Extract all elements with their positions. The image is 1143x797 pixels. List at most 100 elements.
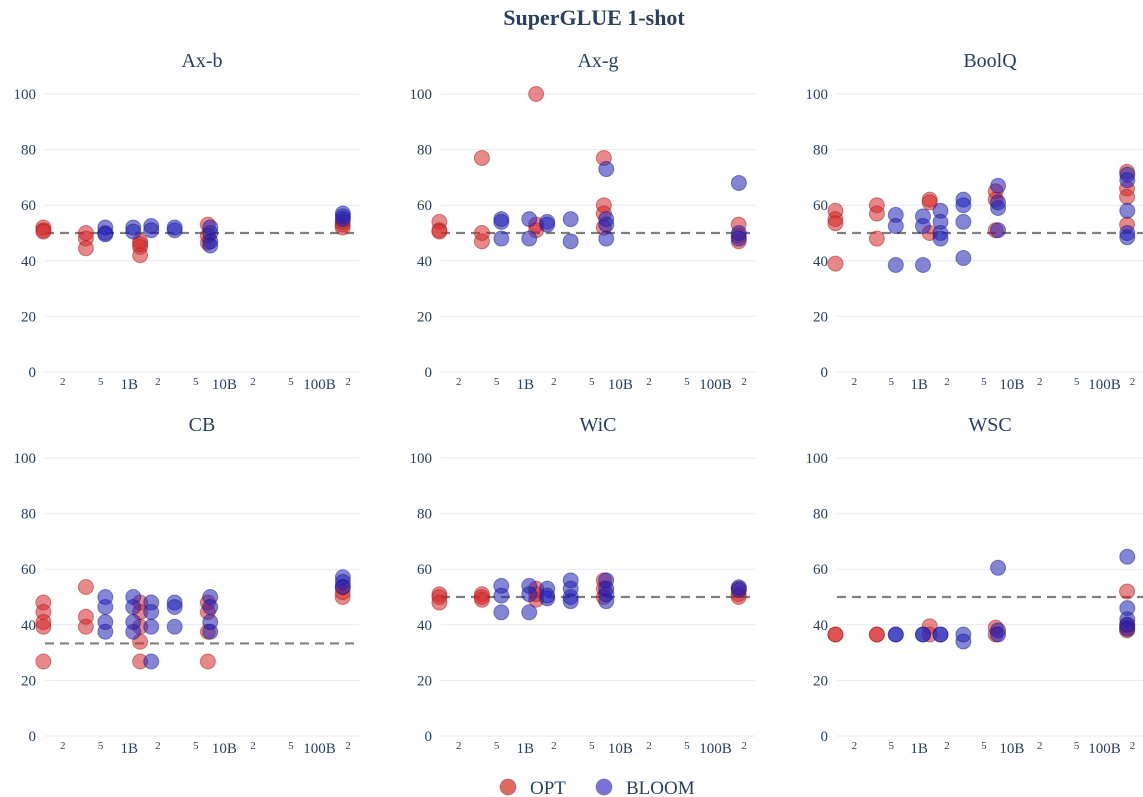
x-tick-label: 5	[98, 376, 104, 388]
bloom-point	[887, 626, 904, 643]
bloom-point	[493, 213, 510, 230]
y-tick-label: 0	[29, 365, 37, 381]
x-tick-label: 5	[684, 740, 690, 752]
opt-point	[827, 255, 844, 272]
x-tick-label: 5	[494, 740, 500, 752]
bloom-point	[539, 216, 556, 233]
bloom-point	[562, 580, 579, 597]
bloom-point	[990, 559, 1007, 576]
y-tick-label: 40	[813, 618, 828, 634]
x-tick-label: 2	[456, 376, 462, 388]
opt-point	[1119, 583, 1136, 600]
x-tick-label: 2	[1037, 376, 1043, 388]
figure-title: SuperGLUE 1-shot	[503, 5, 685, 30]
x-tick-label: 100B	[1088, 741, 1121, 757]
bloom-point	[125, 599, 142, 616]
bloom-point	[562, 211, 579, 228]
x-tick-label: 2	[646, 376, 652, 388]
opt-point	[473, 225, 490, 241]
bloom-point	[334, 211, 351, 228]
x-tick-label: 5	[888, 740, 894, 752]
subplot-wic: WiC 0 20 40 60 80 100 2 5 1B 2 5 10B 2 5 100B 2	[410, 414, 755, 757]
y-tick-label: 80	[417, 143, 432, 159]
x-tick-label: 5	[288, 740, 294, 752]
opt-point	[827, 215, 844, 232]
bloom-point	[990, 194, 1007, 211]
x-tick-label: 100B	[699, 741, 732, 757]
x-tick-label: 5	[888, 376, 894, 388]
opt-point	[1119, 188, 1136, 205]
y-tick-label: 20	[21, 309, 36, 325]
bloom-point	[1119, 172, 1136, 189]
y-tick-label: 80	[813, 507, 828, 523]
y-tick-label: 40	[21, 254, 36, 270]
bloom-point	[955, 250, 972, 267]
opt-point	[431, 589, 448, 605]
legend-label-bloom: BLOOM	[626, 778, 695, 797]
opt-point	[132, 236, 149, 253]
x-tick-label: 10B	[999, 741, 1024, 757]
x-tick-label: 1B	[121, 741, 139, 757]
bloom-point	[202, 599, 219, 616]
bloom-point	[914, 218, 931, 235]
y-tick-label: 40	[21, 618, 36, 634]
opt-point	[77, 225, 94, 241]
bloom-point	[539, 587, 556, 604]
y-tick-label: 60	[813, 562, 828, 578]
y-tick-label: 60	[813, 198, 828, 214]
x-tick-label: 1B	[910, 377, 928, 393]
y-tick-label: 80	[813, 143, 828, 159]
bloom-point	[143, 618, 160, 635]
y-tick-label: 100	[806, 87, 829, 103]
opt-point	[35, 653, 52, 670]
opt-point	[827, 626, 844, 643]
x-tick-label: 100B	[303, 741, 336, 757]
y-tick-label: 0	[29, 729, 37, 745]
x-tick-label: 2	[944, 376, 950, 388]
x-tick-label: 2	[155, 740, 161, 752]
bloom-point	[97, 226, 114, 243]
opt-point	[473, 589, 490, 605]
x-tick-label: 5	[494, 376, 500, 388]
x-tick-label: 1B	[517, 741, 535, 757]
y-tick-label: 0	[821, 365, 829, 381]
bloom-point	[521, 211, 538, 228]
x-tick-label: 5	[193, 376, 199, 388]
opt-point	[77, 618, 94, 635]
x-tick-label: 1B	[910, 741, 928, 757]
opt-point	[473, 149, 490, 166]
bloom-point	[730, 582, 747, 599]
y-tick-label: 100	[410, 87, 433, 103]
bloom-point	[202, 237, 219, 254]
bloom-point	[598, 216, 615, 233]
x-tick-label: 2	[646, 740, 652, 752]
x-tick-label: 5	[981, 376, 987, 388]
y-tick-label: 100	[14, 451, 37, 467]
bloom-point	[1119, 548, 1136, 565]
x-tick-label: 2	[250, 740, 256, 752]
bloom-point	[598, 161, 615, 178]
y-tick-label: 0	[425, 729, 433, 745]
x-tick-label: 2	[852, 376, 858, 388]
y-tick-label: 40	[813, 254, 828, 270]
bloom-point	[955, 213, 972, 230]
x-tick-label: 10B	[212, 377, 237, 393]
bloom-point	[1119, 225, 1136, 241]
opt-point	[77, 578, 94, 595]
y-tick-label: 0	[425, 365, 433, 381]
y-tick-label: 20	[21, 673, 36, 689]
x-tick-label: 2	[741, 740, 747, 752]
bloom-point	[990, 626, 1007, 643]
x-tick-label: 2	[345, 376, 351, 388]
y-tick-label: 60	[417, 562, 432, 578]
bloom-point	[125, 223, 142, 240]
legend-label-opt: OPT	[530, 778, 566, 797]
opt-point	[431, 223, 448, 240]
x-tick-label: 2	[60, 376, 66, 388]
bloom-point	[521, 230, 538, 247]
subplot-title: WSC	[968, 414, 1011, 436]
x-tick-label: 10B	[608, 377, 633, 393]
bloom-point	[166, 618, 183, 635]
bloom-point	[887, 256, 904, 273]
